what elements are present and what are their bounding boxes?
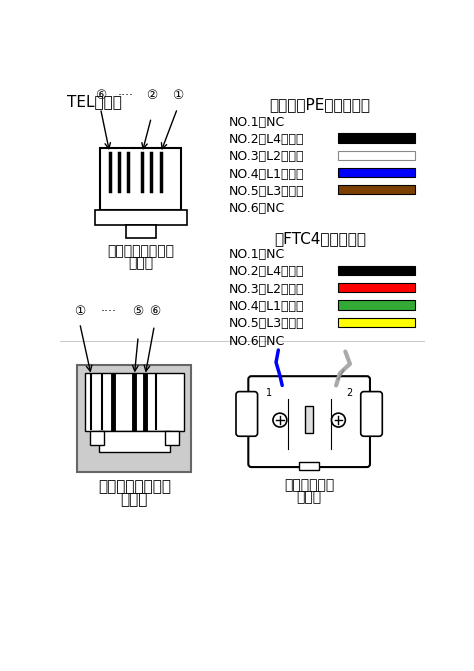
- Text: 1: 1: [266, 388, 272, 398]
- Bar: [305, 406, 313, 433]
- Bar: [126, 225, 156, 238]
- Text: ②: ②: [146, 89, 157, 102]
- Bar: [337, 266, 415, 275]
- Bar: [337, 301, 415, 309]
- Text: ····: ····: [118, 89, 134, 102]
- Text: ····: ····: [101, 305, 117, 317]
- Text: TEL配線図: TEL配線図: [66, 95, 121, 109]
- Text: NO.1：NC: NO.1：NC: [228, 115, 284, 129]
- Bar: [299, 462, 319, 470]
- Bar: [337, 283, 415, 293]
- Text: NO.4：L1（緑）: NO.4：L1（緑）: [228, 300, 304, 313]
- Text: NO.4：L1（青）: NO.4：L1（青）: [228, 168, 304, 180]
- Circle shape: [273, 413, 287, 427]
- Bar: [85, 373, 183, 431]
- Text: NO.1：NC: NO.1：NC: [228, 248, 284, 261]
- Text: ⑤: ⑤: [133, 305, 144, 317]
- FancyBboxPatch shape: [248, 376, 370, 467]
- Bar: [90, 431, 103, 445]
- Text: NO.3：L2（白）: NO.3：L2（白）: [228, 150, 304, 163]
- Bar: [100, 148, 182, 210]
- Bar: [337, 134, 415, 142]
- Text: 背面図: 背面図: [297, 490, 322, 504]
- Text: モジュラ配線: モジュラ配線: [284, 478, 334, 492]
- Text: ①: ①: [172, 89, 183, 102]
- Text: NO.3：L2（赤）: NO.3：L2（赤）: [228, 282, 304, 296]
- Text: モジュラジャック: モジュラジャック: [98, 479, 171, 495]
- Text: 正面図: 正面図: [128, 256, 154, 270]
- Text: NO.6：NC: NO.6：NC: [228, 335, 284, 348]
- Bar: [337, 317, 415, 327]
- Text: NO.5：L3（茶）: NO.5：L3（茶）: [228, 185, 304, 198]
- Text: 正面図: 正面図: [121, 493, 148, 507]
- Bar: [337, 168, 415, 177]
- Circle shape: [331, 413, 346, 427]
- Text: ケーブルコネクタ: ケーブルコネクタ: [108, 244, 174, 258]
- Text: NO.2：L4（黒）: NO.2：L4（黒）: [228, 133, 304, 146]
- Bar: [337, 150, 415, 160]
- Bar: [99, 431, 170, 452]
- Text: （FTC4フラット）: （FTC4フラット）: [274, 231, 366, 246]
- Text: （カッドPEウチセン）: （カッドPEウチセン）: [269, 97, 370, 113]
- Bar: [337, 185, 415, 195]
- FancyBboxPatch shape: [236, 392, 257, 436]
- Text: NO.2：L4（黒）: NO.2：L4（黒）: [228, 265, 304, 278]
- Bar: [95, 210, 187, 225]
- Text: ⑥: ⑥: [95, 89, 106, 102]
- Text: 2: 2: [346, 388, 352, 398]
- Text: ①: ①: [74, 305, 85, 317]
- Text: ⑥: ⑥: [149, 305, 160, 317]
- FancyBboxPatch shape: [361, 392, 383, 436]
- Text: NO.5：L3（黄）: NO.5：L3（黄）: [228, 317, 304, 330]
- Text: NO.6：NC: NO.6：NC: [228, 202, 284, 215]
- Bar: [77, 366, 191, 472]
- Bar: [165, 431, 179, 445]
